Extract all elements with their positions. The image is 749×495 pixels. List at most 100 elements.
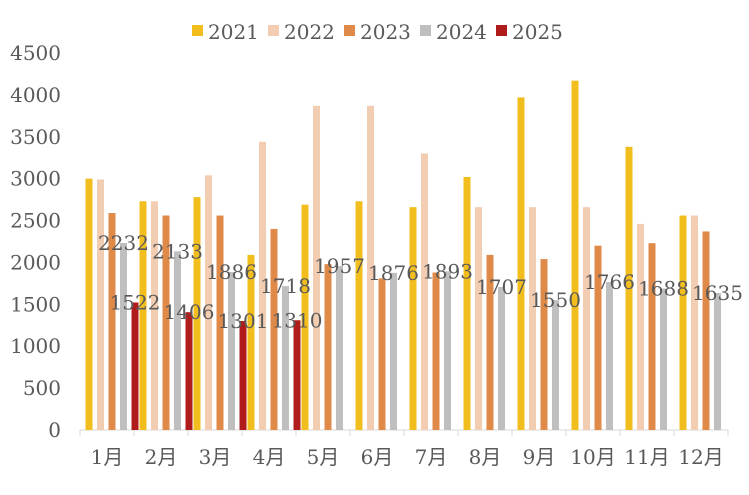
y-tick-label: 3500 — [10, 125, 61, 149]
data-label-2024: 2133 — [152, 239, 203, 263]
bar-2023-11月 — [648, 243, 656, 430]
data-label-2024: 1766 — [584, 270, 635, 294]
bar-2021-4月 — [247, 254, 255, 430]
bar-2021-12月 — [679, 215, 687, 430]
legend-swatch-2022 — [268, 25, 279, 36]
legend-swatch-2025 — [496, 25, 507, 36]
data-label-2024: 1635 — [692, 281, 743, 305]
y-tick-label: 500 — [23, 376, 61, 400]
bar-2024-9月 — [552, 300, 559, 430]
bar-2023-3月 — [216, 215, 224, 430]
bar-2021-7月 — [409, 207, 417, 430]
bar-2024-2月 — [174, 251, 181, 430]
data-label-2025: 1406 — [164, 300, 215, 324]
bar-2024-6月 — [390, 272, 397, 430]
bar-2024-3月 — [228, 271, 235, 430]
bar-2023-9月 — [540, 259, 548, 430]
x-tick-label: 8月 — [469, 445, 502, 469]
bar-2023-5月 — [324, 264, 332, 430]
bar-2023-8月 — [486, 254, 494, 430]
x-tick-label: 1月 — [91, 445, 124, 469]
bar-2021-6月 — [355, 201, 363, 430]
bar-2021-5月 — [301, 204, 309, 430]
data-label-2025: 1522 — [110, 290, 161, 314]
bar-2021-11月 — [625, 146, 633, 430]
x-tick-label: 12月 — [678, 445, 723, 469]
legend-swatch-2023 — [344, 25, 355, 36]
bar-2025-2月 — [185, 312, 193, 430]
data-label-2024: 1957 — [314, 254, 365, 278]
y-tick-label: 3000 — [10, 167, 61, 191]
x-tick-label: 7月 — [415, 445, 448, 469]
data-label-2024: 1707 — [476, 275, 527, 299]
x-tick-label: 11月 — [624, 445, 669, 469]
bar-2021-1月 — [85, 178, 93, 430]
bar-2023-10月 — [594, 245, 602, 430]
legend-label-2024: 2024 — [436, 20, 487, 44]
bar-2022-9月 — [529, 207, 536, 430]
legend-label-2021: 2021 — [208, 20, 259, 44]
data-label-2024: 1893 — [422, 259, 473, 283]
data-label-2025: 1310 — [272, 308, 323, 332]
bar-2024-5月 — [336, 266, 343, 430]
bar-2024-12月 — [714, 293, 721, 430]
data-label-2024: 1886 — [206, 260, 257, 284]
data-label-2024: 2232 — [98, 231, 149, 255]
bar-2022-12月 — [691, 215, 698, 430]
legend-label-2023: 2023 — [360, 20, 411, 44]
bar-2024-8月 — [498, 286, 505, 430]
bar-2024-10月 — [606, 282, 613, 430]
bar-2021-8月 — [463, 176, 471, 430]
x-tick-label: 9月 — [523, 445, 556, 469]
bar-2024-4月 — [282, 286, 289, 430]
bar-2023-12月 — [702, 231, 710, 430]
bar-2022-4月 — [259, 141, 266, 430]
bar-2022-6月 — [367, 105, 374, 430]
y-tick-label: 0 — [48, 418, 61, 442]
x-tick-label: 4月 — [253, 445, 286, 469]
y-tick-label: 2000 — [10, 250, 61, 274]
x-tick-label: 10月 — [570, 445, 615, 469]
bar-2023-1月 — [108, 213, 116, 430]
bar-2023-2月 — [162, 215, 170, 430]
y-tick-label: 4000 — [10, 83, 61, 107]
data-label-2024: 1550 — [530, 288, 581, 312]
legend: 2021 2022 2023 2024 2025 — [192, 20, 563, 44]
bar-2024-1月 — [120, 243, 127, 430]
bar-2022-10月 — [583, 207, 590, 430]
y-tick-label: 2500 — [10, 209, 61, 233]
bar-2023-7月 — [432, 272, 440, 430]
legend-label-2022: 2022 — [284, 20, 335, 44]
legend-swatch-2024 — [420, 25, 431, 36]
x-tick-label: 6月 — [361, 445, 394, 469]
y-tick-label: 1500 — [10, 292, 61, 316]
bar-2024-7月 — [444, 271, 451, 430]
data-label-2025: 1301 — [218, 309, 269, 333]
bar-2022-5月 — [313, 105, 320, 430]
legend-label-2025: 2025 — [512, 20, 563, 44]
legend-swatch-2021 — [192, 25, 203, 36]
bar-2021-10月 — [571, 80, 579, 430]
bar-2022-11月 — [637, 223, 644, 430]
x-tick-label: 2月 — [145, 445, 178, 469]
bar-2021-2月 — [139, 201, 147, 430]
data-label-2024: 1876 — [368, 261, 419, 285]
bar-2024-11月 — [660, 288, 667, 430]
bar-2022-8月 — [475, 207, 482, 430]
bar-2022-1月 — [97, 179, 104, 430]
bars-layer — [85, 80, 721, 431]
bar-2025-3月 — [239, 321, 247, 430]
bar-2022-3月 — [205, 175, 212, 430]
bar-2025-4月 — [293, 320, 301, 430]
data-label-2024: 1688 — [638, 277, 689, 301]
bar-2021-9月 — [517, 97, 525, 430]
y-tick-label: 1000 — [10, 334, 61, 358]
bar-2022-7月 — [421, 153, 428, 431]
bar-2025-1月 — [131, 302, 139, 430]
x-tick-label: 3月 — [199, 445, 232, 469]
y-tick-label: 4500 — [10, 41, 61, 65]
bar-2021-3月 — [193, 197, 201, 430]
